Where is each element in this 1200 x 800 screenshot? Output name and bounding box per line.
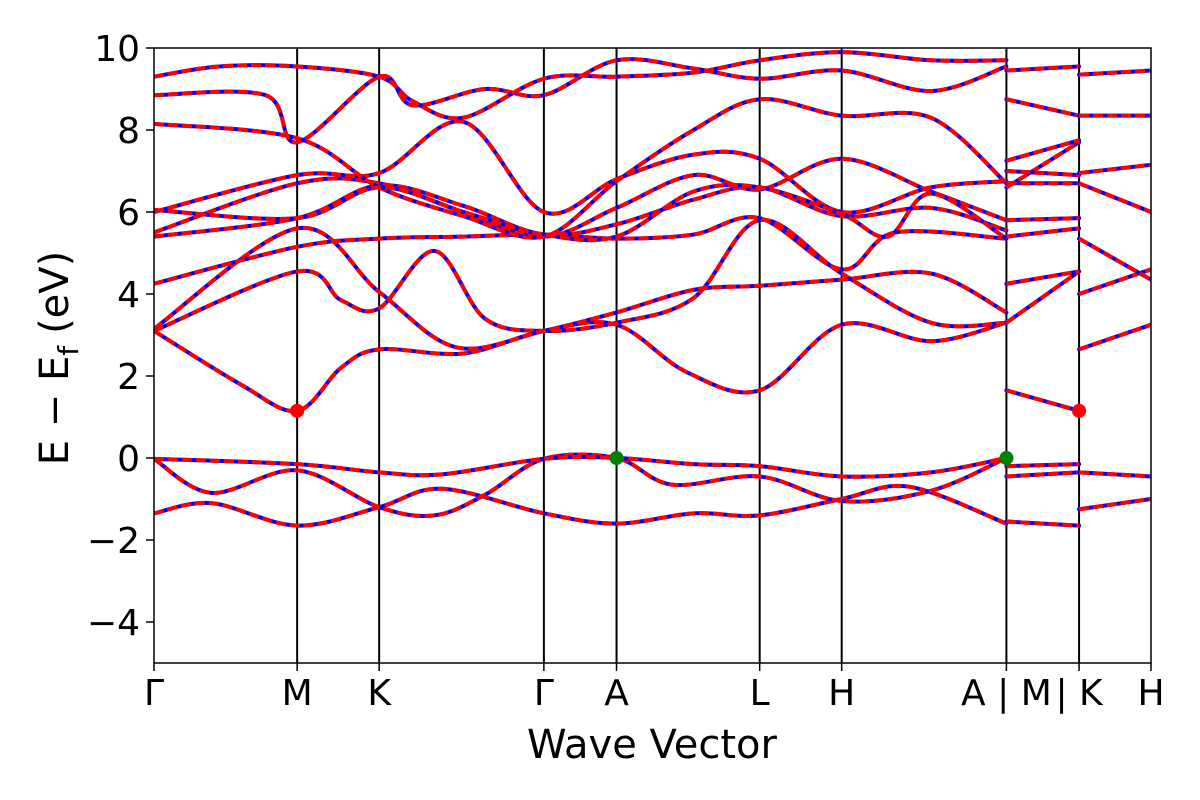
y-axis-title-main: E − E: [32, 356, 78, 466]
x-tick-label: L: [750, 673, 770, 714]
band-line-dashed: [1006, 216, 1080, 223]
band-line-solid: [1077, 236, 1151, 282]
x-tick-label: A | M: [961, 673, 1052, 714]
band-line-solid: [154, 50, 1009, 121]
band-line-dashed: [1005, 97, 1080, 118]
band-line-dashed: [154, 97, 1008, 240]
band-line-dashed: [1078, 470, 1151, 479]
y-axis-ticks: −4 −2 0 2 4 6 8 10: [87, 29, 154, 644]
x-tick-label: H: [1137, 673, 1164, 714]
y-axis-title-subscript: f: [52, 345, 85, 356]
y-tick-label: 10: [94, 29, 140, 70]
band-line-solid: [154, 156, 1009, 239]
x-tick-label: K: [367, 673, 392, 714]
band-line-solid: [154, 57, 1009, 145]
band-line-dashed: [1078, 322, 1151, 352]
band-line-dashed: [154, 57, 1008, 145]
band-line-dashed: [1006, 169, 1080, 178]
x-tick-label: A: [604, 673, 629, 714]
band-line-dashed: [154, 156, 1008, 239]
x-axis-title: Wave Vector: [527, 722, 778, 768]
x-tick-label: Γ: [144, 673, 164, 714]
band-line-dashed: [154, 119, 1007, 216]
x-tick-label: Γ: [534, 673, 554, 714]
y-tick-label: 2: [117, 357, 140, 398]
band-line-dashed: [154, 483, 1008, 528]
x-tick-label: H: [828, 673, 855, 714]
x-axis-ticks: Γ M K Γ A L H A | M | K H: [144, 663, 1165, 714]
band-line-dashed: [1006, 64, 1080, 73]
x-tick-label: | K: [1055, 673, 1104, 714]
band-line-dashed: [1005, 138, 1080, 163]
band-line-dashed: [1006, 519, 1080, 528]
y-tick-label: 8: [117, 111, 140, 152]
y-tick-label: 0: [117, 439, 140, 480]
band-line-dashed: [1006, 462, 1080, 469]
band-line-solid: [154, 320, 1009, 414]
y-tick-label: 4: [117, 275, 140, 316]
plot-frame: [153, 47, 1152, 664]
band-line-dashed: [154, 50, 1007, 121]
y-tick-label: −2: [87, 521, 140, 562]
band-line-dashed: [154, 455, 1007, 479]
y-tick-label: −4: [87, 603, 140, 644]
band-line-dashed: [1005, 388, 1080, 413]
band-line-dashed: [1006, 269, 1080, 286]
vertical-symmetry-lines: [296, 48, 1081, 663]
band-line-dashed: [1005, 269, 1081, 325]
band-line-dashed: [1078, 181, 1151, 214]
band-line-dashed: [154, 182, 1008, 243]
band-line-dashed: [1078, 162, 1151, 176]
band-line-dashed: [154, 225, 1008, 351]
band-line-dashed: [1005, 140, 1081, 190]
conduction-band-minimum-marker: [1072, 403, 1087, 418]
band-line-dashed: [1006, 226, 1080, 239]
band-line-dashed: [154, 320, 1007, 414]
band-line-dashed: [1078, 68, 1151, 77]
band-edge-markers: [290, 403, 1087, 465]
band-line-solid: [154, 455, 1009, 479]
band-lines: [154, 50, 1151, 528]
x-tick-label: M: [282, 673, 313, 714]
y-axis-title: E − Ef (eV): [32, 251, 85, 466]
y-tick-label: 6: [117, 193, 140, 234]
band-line-dashed: [1006, 470, 1080, 479]
valence-band-maximum-marker: [609, 451, 624, 465]
valence-band-maximum-marker: [999, 451, 1014, 465]
y-axis-title-unit: (eV): [32, 251, 78, 334]
conduction-band-minimum-marker: [290, 403, 305, 418]
band-line-dashed: [154, 183, 1008, 239]
band-line-dashed: [1078, 497, 1151, 512]
